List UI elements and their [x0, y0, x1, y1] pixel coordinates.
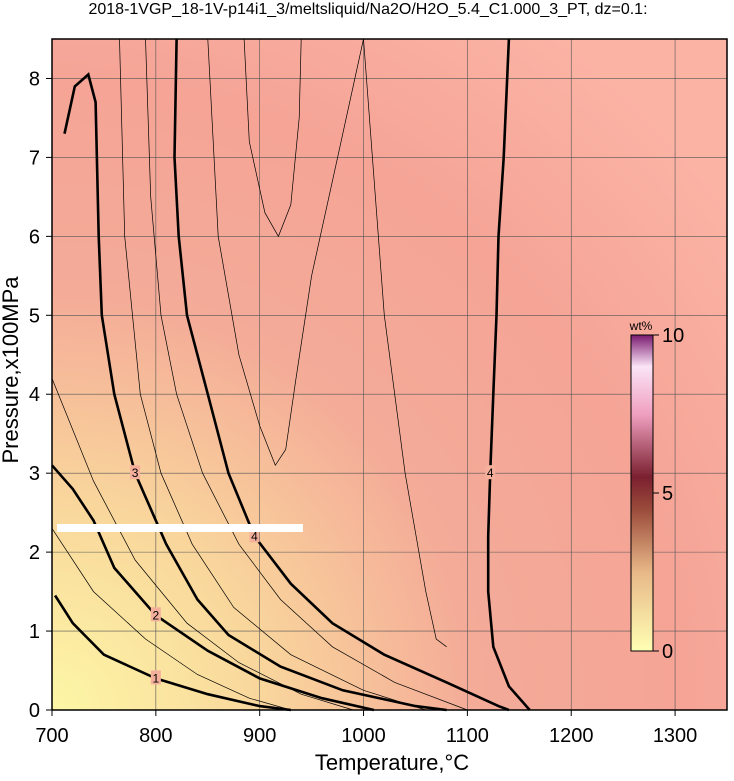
contour-minor — [119, 38, 426, 711]
y-tick-label: 8 — [29, 68, 40, 90]
contour-minor — [363, 38, 447, 648]
x-tick-label: 1100 — [446, 725, 489, 747]
contour-label: 3 — [132, 466, 139, 480]
y-tick-label: 2 — [29, 542, 40, 564]
colorbar-tick-label: 10 — [662, 325, 684, 347]
x-tick-label: 800 — [139, 725, 172, 747]
contour-minor — [145, 38, 468, 711]
contour-label: 4 — [487, 466, 494, 480]
plot-background — [52, 39, 727, 710]
contour-label-bg — [150, 670, 161, 685]
plot-frame — [51, 38, 728, 711]
y-tick-label: 1 — [29, 621, 40, 643]
contour-label-bg — [249, 528, 260, 543]
y-tick-label: 5 — [29, 305, 40, 327]
y-axis-label: Pressure,x100MPa — [0, 276, 23, 464]
y-tick-label: 3 — [29, 463, 40, 485]
contour-minor — [243, 38, 302, 238]
x-tick-label: 700 — [35, 725, 68, 747]
contour-label-bg — [485, 465, 496, 480]
x-tick-label: 900 — [243, 725, 276, 747]
y-tick-label: 0 — [29, 700, 40, 722]
chart-title: 2018-1VGP_18-1V-p14i1_3/meltsliquid/Na2O… — [88, 1, 647, 18]
contour-label: 4 — [251, 529, 258, 543]
contour-label: 2 — [153, 608, 160, 622]
colorbar — [630, 334, 654, 652]
highlight-bar — [57, 524, 303, 532]
contour-label: 1 — [153, 671, 160, 685]
y-tick-label: 6 — [29, 226, 40, 248]
colorbar-tick-label: 5 — [662, 483, 673, 505]
x-axis-label: Temperature,°C — [315, 750, 469, 775]
contour-minor — [51, 528, 291, 711]
x-tick-label: 1200 — [549, 725, 594, 747]
y-tick-label: 4 — [29, 384, 40, 406]
colorbar-label: wt% — [629, 319, 653, 333]
contour-label-bg — [130, 465, 141, 480]
y-tick-label: 7 — [29, 147, 40, 169]
contour-label-bg — [150, 607, 161, 622]
x-tick-label: 1300 — [653, 725, 698, 747]
contour-minor — [51, 378, 354, 711]
colorbar-tick-label: 0 — [662, 641, 673, 663]
x-tick-label: 1000 — [341, 725, 386, 747]
